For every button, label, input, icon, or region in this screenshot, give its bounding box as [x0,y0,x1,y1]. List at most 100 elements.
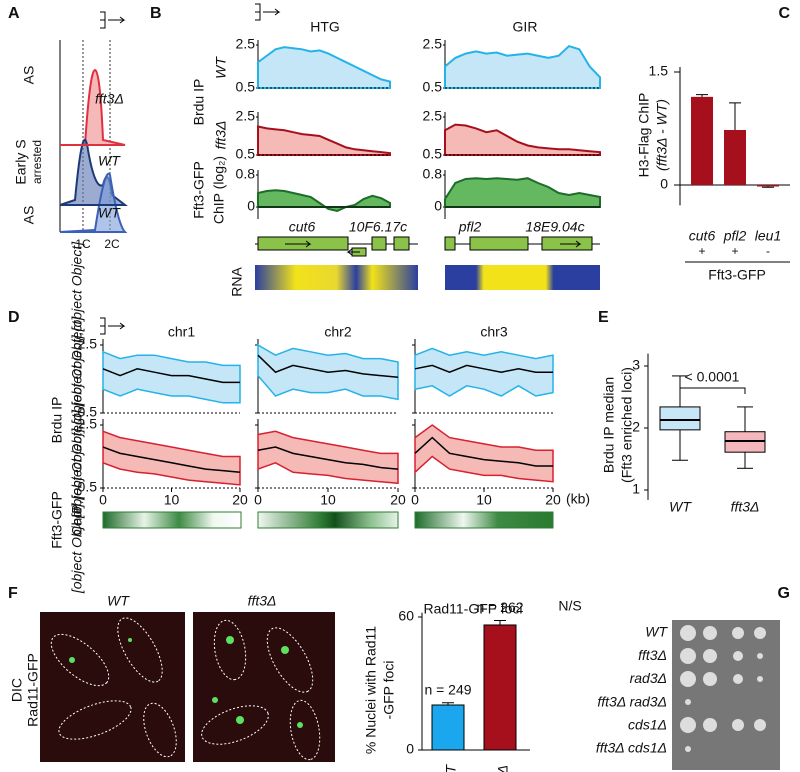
panel-letter: C [778,5,790,22]
strain-label: fft3Δ rad3Δ [597,693,667,709]
y-tick-label: 0 [434,198,442,214]
y-tick-label: 0.5 [423,79,443,95]
band [414,424,554,483]
y-tick-label: 1.5 [649,63,669,79]
y-tick-label: 0 [660,176,668,192]
label: AS [21,66,37,85]
trace [444,177,601,208]
y-tick-label: 3 [632,357,640,373]
box [659,406,701,431]
strain-label: rad3Δ [630,670,667,686]
value-label: n = 262 [476,599,523,615]
label: ChIP [69,504,85,535]
bar [757,185,779,187]
label: AS [21,206,37,225]
label: H3-Flag ChIP [636,93,652,178]
label: WT [98,205,121,221]
panel-letter: A [8,5,20,22]
x-tick-label: 0 [254,492,262,508]
label: < 0.0001 [685,369,740,385]
label: -GFP foci [381,661,397,720]
x-tick-label: 10 [476,492,492,508]
trace [257,46,391,89]
x-tick-label: 0 [99,492,107,508]
trace [444,44,601,89]
mean-line [102,446,241,473]
error-bar [762,186,774,188]
mean-line [257,354,399,379]
band [257,430,399,485]
label: Brdu IP [191,79,207,126]
y-tick-label: 2.5 [78,416,98,432]
gene-label: cut6 [289,219,316,235]
column-title: chr2 [324,324,351,340]
column-title: HTG [310,19,340,35]
label: Early S [13,139,29,184]
column-title: GIR [513,19,538,35]
value-label: n = 249 [424,681,471,697]
column-title: chr3 [480,324,507,340]
label: WT [443,764,459,772]
x-tick-label: 10 [164,492,180,508]
y-tick-label: 2 [632,419,640,435]
panel-letter: F [8,585,18,602]
label: ChIP (log₂) [211,156,227,224]
y-tick-label: 0 [406,741,414,757]
x-tick-label: 20 [545,492,561,508]
y-tick-label: 0.5 [423,146,443,162]
bar [724,130,746,185]
label: + [731,244,738,258]
y-tick-label: 2.5 [236,36,256,52]
gene-diagrams [100,3,600,529]
label: (kb) [566,491,590,507]
y-tick-label: 60 [398,608,414,624]
label: fft3Δ [213,121,229,150]
stain-label: Rad11-GFP [25,653,41,727]
y-tick-label: 0.5 [78,404,98,420]
label: Fft3-GFP [191,161,207,219]
error-bar [729,102,741,131]
sig-bracket [679,387,746,394]
gene-label: pfl2 [458,219,482,235]
y-tick-label: 2.5 [423,36,443,52]
label: arrested [30,140,44,184]
label: WT [98,153,121,169]
label: pfl2 [723,228,747,244]
y-tick-label: 0.5 [78,479,98,495]
gene-label: 18E9.04c [525,219,584,235]
label: 2C [104,237,120,251]
label: Brdu IP [49,397,65,444]
label: % Nuclei with Rad11 [363,626,379,754]
error-bar [494,620,506,625]
chart-title: Rad11-GFP foci [423,601,522,617]
stain-label: DIC [9,678,25,702]
panel-letter: B [150,5,162,22]
mean-line [257,446,399,470]
panel-letter: D [8,309,20,326]
label: WT [669,499,692,515]
label: leu1 [755,228,781,244]
label: cut6 [689,228,716,244]
error-bar [696,94,708,97]
bar [691,96,713,185]
x-tick-label: 10 [320,492,336,508]
label: Fft3-GFP [49,491,65,549]
x-tick-label: 0 [411,492,419,508]
bar [431,704,465,751]
error-bar [442,702,454,706]
trace [257,125,391,156]
label: - [766,244,770,258]
y-tick-label: 0.5 [236,79,256,95]
label: [object Object],[object Object],[object … [69,241,85,519]
label: fft3Δ [248,593,277,609]
y-tick-label: 0.5 [236,146,256,162]
mean-line [102,368,240,384]
mean-line [414,364,553,374]
band [102,430,241,486]
y-tick-label: 0.8 [423,166,443,182]
label: fft3Δ [95,91,124,107]
label: WT [107,593,130,609]
gene-label: 10F6.17c [349,219,407,235]
label: fft3Δ [495,765,511,772]
label: + [698,244,705,258]
